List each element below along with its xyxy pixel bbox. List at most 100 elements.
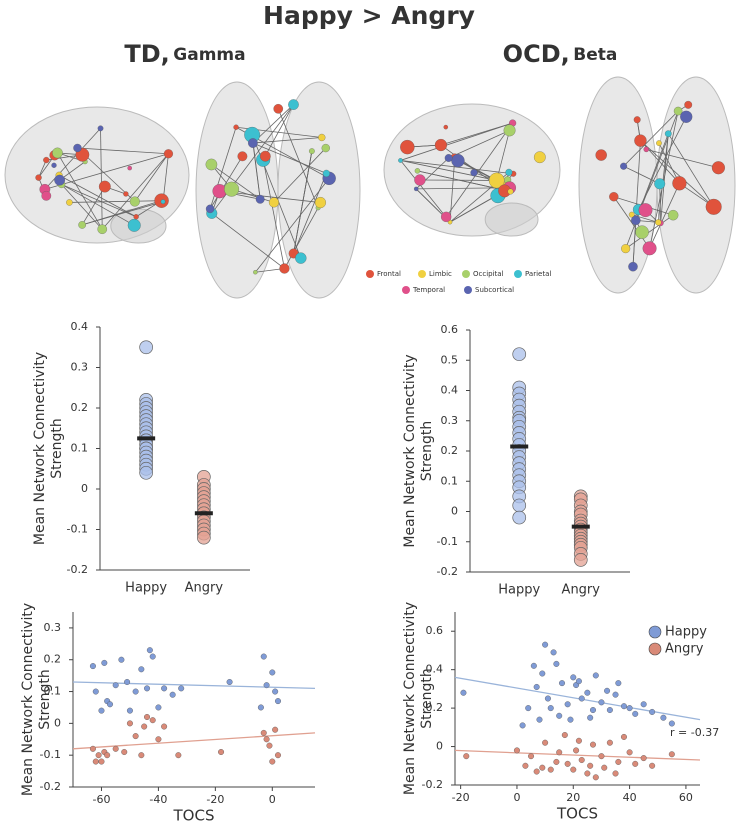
data-point — [542, 641, 549, 648]
y-tick-label: 0 — [436, 740, 443, 753]
data-point — [536, 716, 543, 723]
data-point — [139, 465, 154, 480]
data-point — [118, 656, 125, 663]
x-tick-label: -20 — [206, 793, 224, 806]
connection — [640, 140, 714, 208]
brain-node — [633, 116, 641, 124]
brain-node — [673, 106, 683, 116]
x-tick-label: -20 — [452, 791, 470, 804]
brain-node — [205, 158, 218, 171]
y-tick-label: 0.4 — [71, 320, 89, 333]
data-point — [564, 760, 571, 767]
legend-swatch — [462, 270, 470, 278]
brain-node — [533, 151, 546, 164]
data-point — [260, 653, 267, 660]
y-tick-label: 0.3 — [71, 361, 89, 374]
data-point — [512, 510, 527, 525]
brain-node — [488, 172, 505, 189]
data-point — [561, 732, 568, 739]
connection — [38, 159, 47, 178]
y-axis-label: Mean Network Connectivity — [402, 602, 418, 795]
connection — [81, 186, 106, 226]
brain-node — [631, 215, 641, 226]
brain-node — [268, 197, 279, 208]
legend-label: Limbic — [429, 270, 452, 278]
connection — [293, 151, 313, 254]
data-point — [533, 768, 540, 775]
data-point — [139, 340, 154, 355]
connection — [211, 212, 285, 269]
data-point — [260, 729, 267, 736]
brain-node — [259, 150, 271, 162]
legend-swatch — [648, 625, 662, 639]
data-point — [92, 758, 99, 765]
brain-node — [98, 180, 111, 193]
data-point — [112, 745, 119, 752]
brain-node — [308, 148, 315, 155]
connection — [262, 159, 285, 269]
y-tick-label: 0.3 — [44, 621, 62, 634]
trend-line — [454, 749, 701, 761]
brain-node — [255, 194, 265, 204]
data-point — [266, 742, 273, 749]
data-point — [556, 749, 563, 756]
data-point — [124, 679, 131, 686]
brain-node — [672, 176, 687, 191]
connection — [61, 183, 137, 218]
brain-hemisphere — [578, 76, 658, 294]
data-point — [512, 498, 527, 513]
brain-node — [295, 252, 307, 264]
data-point — [132, 733, 139, 740]
brain-node — [163, 149, 174, 159]
brain-node — [444, 154, 453, 162]
data-point — [274, 752, 281, 759]
connection — [61, 183, 135, 226]
data-point — [149, 653, 156, 660]
y-tick-label: -0.1 — [67, 523, 88, 536]
data-point — [161, 723, 168, 730]
connection — [449, 157, 456, 223]
legend-label: Angry — [665, 642, 704, 657]
y-tick-label: 0.4 — [426, 663, 444, 676]
cerebellum — [484, 202, 539, 237]
data-point — [589, 707, 596, 714]
brain-node — [398, 158, 403, 163]
legend-swatch — [648, 642, 662, 656]
x-tick-label: Happy — [125, 581, 167, 596]
x-tick-label: 60 — [679, 791, 693, 804]
y-tick-label: -0.1 — [40, 748, 61, 761]
data-point — [542, 739, 549, 746]
data-point — [604, 687, 611, 694]
data-point — [553, 758, 560, 765]
brain-node — [680, 110, 693, 123]
brain-node — [248, 138, 258, 148]
y-tick-label: 0.4 — [441, 384, 459, 397]
data-point — [138, 666, 145, 673]
data-point — [155, 704, 162, 711]
data-point — [620, 703, 627, 710]
data-point — [606, 707, 613, 714]
brain-node — [273, 104, 284, 114]
data-point — [144, 685, 151, 692]
brain-node — [656, 140, 662, 146]
brain-node — [634, 134, 647, 147]
legend-label: Temporal — [412, 286, 445, 294]
data-point — [92, 688, 99, 695]
brain-node — [43, 156, 50, 164]
connection — [100, 128, 103, 230]
data-point — [592, 774, 599, 781]
data-point — [522, 762, 529, 769]
data-point — [649, 762, 656, 769]
x-tick-label: 0 — [513, 791, 520, 804]
data-point — [612, 770, 619, 777]
brain-node — [97, 125, 104, 132]
connection — [82, 201, 164, 226]
data-point — [668, 720, 675, 727]
connection — [400, 122, 513, 161]
data-point — [274, 698, 281, 705]
data-point — [632, 710, 639, 717]
x-tick-label: Angry — [562, 583, 601, 598]
connection — [284, 207, 319, 269]
data-point — [570, 674, 577, 681]
brain-node — [321, 143, 330, 153]
